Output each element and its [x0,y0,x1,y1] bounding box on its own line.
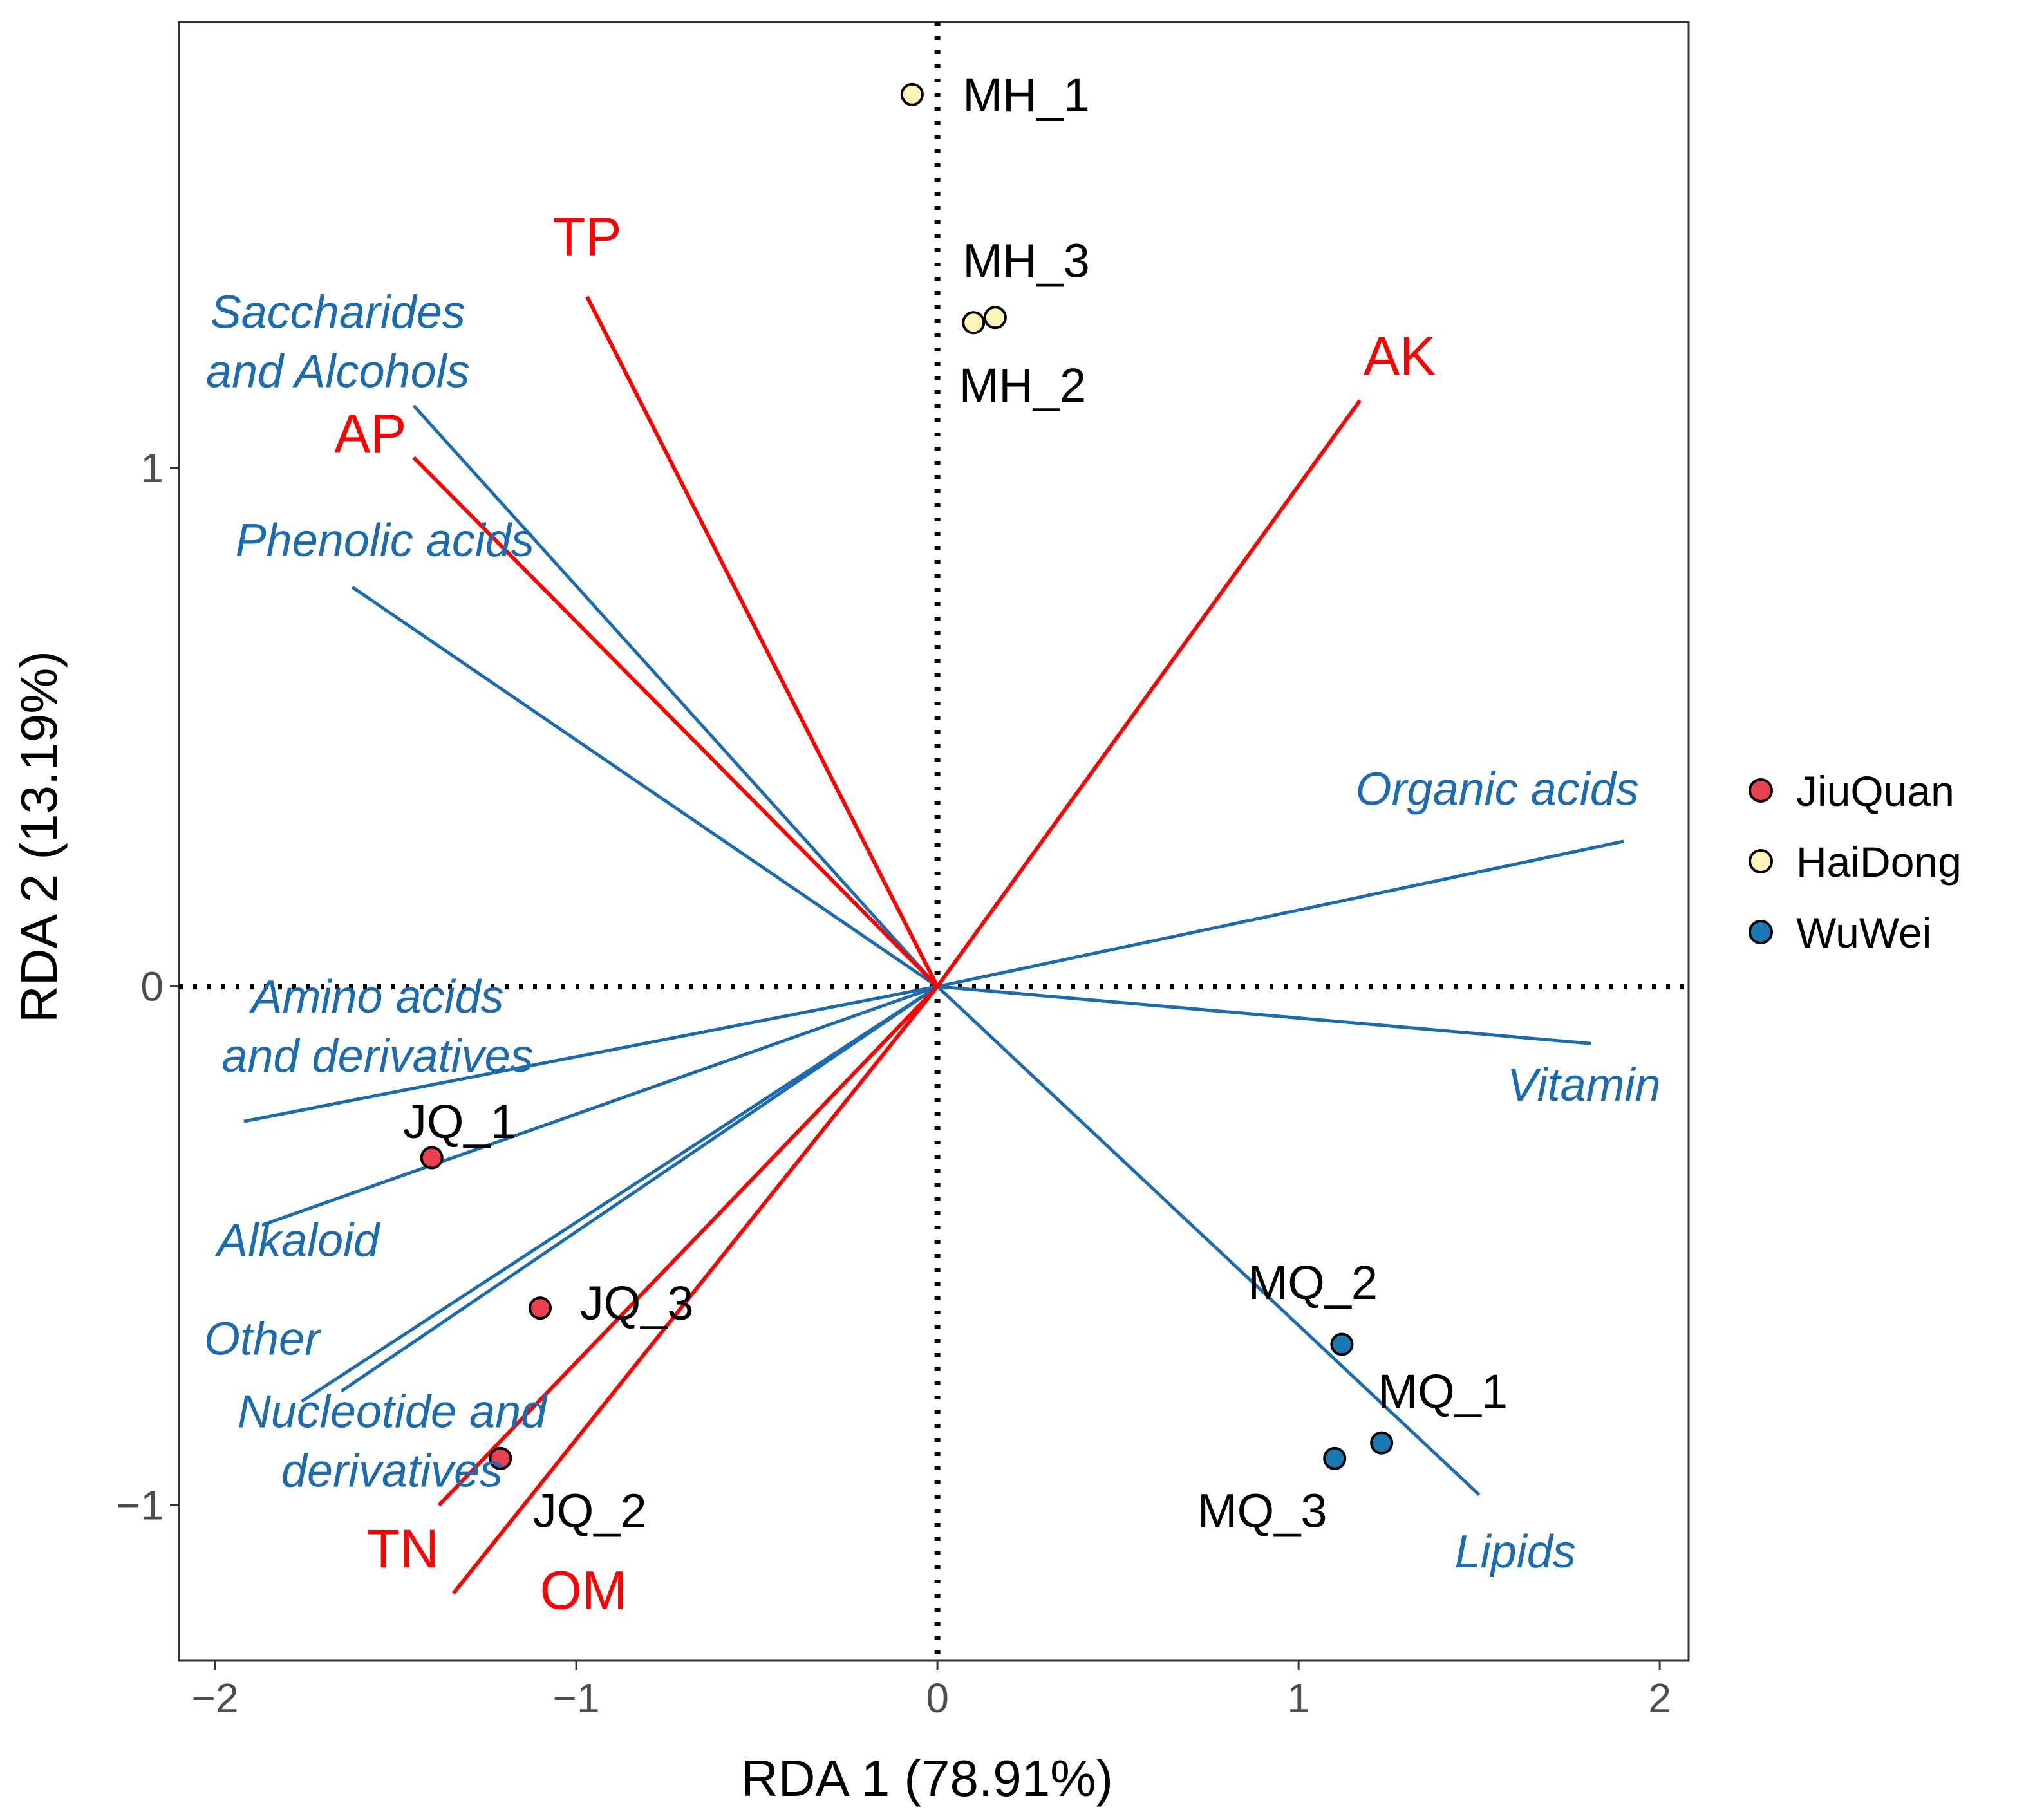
env-label-ap: AP [334,404,406,464]
sample-label-mh-2: MH_2 [959,359,1086,412]
sample-point-jq-2 [489,1446,512,1470]
y-tick-label: 0 [140,964,164,1010]
env-label-tn: TN [367,1518,439,1579]
x-tick-label: 1 [1287,1675,1310,1721]
metabolite-label-line: Other [204,1314,322,1365]
env-label-tp: TP [552,207,621,267]
sample-label-mq-2: MQ_2 [1248,1256,1378,1309]
legend-label-haidong: HaiDong [1796,838,1962,886]
x-tick-label: 2 [1648,1675,1671,1721]
y-axis-title: RDA 2 (13.19%) [10,651,68,1023]
metabolite-label-line: Lipids [1455,1526,1576,1578]
metabolite-arrow-phenolic-acids [351,586,939,988]
x-axis-title: RDA 1 (78.91%) [741,1750,1113,1807]
env-arrow-ap [412,456,939,988]
axes: −2 −1 0 1 2 −1 0 1 [117,445,1671,1721]
metabolite-label-amino-acids-and-derivatives: Amino acids and derivatives [221,971,533,1082]
env-arrow-tp [585,295,939,987]
y-tick-label: −1 [117,1482,164,1528]
metabolite-label-phenolic-acids: Phenolic acids [236,515,534,566]
metabolite-label-organic-acids: Organic acids [1356,764,1639,816]
legend-label-jiuquan: JiuQuan [1796,767,1955,815]
metabolite-label-vitamin: Vitamin [1507,1060,1661,1111]
env-arrow-om [452,985,939,1595]
metabolite-arrow-saccharides-and-alcohols [412,404,939,988]
metabolite-arrow-alkaloid [261,985,938,1227]
plot-labels: Saccharides and Alcohols Phenolic acids Org… [204,68,1661,1621]
sample-point-mq-1 [1370,1431,1394,1455]
env-label-ak: AK [1364,326,1436,386]
sample-label-mq-3: MQ_3 [1197,1484,1327,1537]
x-tick-label: −1 [553,1675,600,1721]
metabolite-label-line: Vitamin [1507,1060,1661,1111]
metabolite-label-line: Saccharides [211,286,465,338]
sample-label-jq-2: JQ_2 [533,1484,647,1537]
sample-point-mh-2 [962,311,986,335]
metabolite-arrow-amino-acids-and-derivatives [243,985,938,1123]
metabolite-label-line: and derivatives [221,1031,533,1082]
metabolite-label-alkaloid: Alkaloid [214,1215,380,1267]
legend-swatch-wuwei [1749,920,1773,944]
metabolite-label-line: Alkaloid [214,1215,380,1267]
env-arrow-tn [437,985,939,1507]
metabolite-label-line: derivatives [281,1445,503,1497]
panel-border [178,21,1690,1662]
env-label-om: OM [540,1560,627,1620]
y-tick-label: 1 [140,445,164,491]
metabolite-vectors [243,404,1624,1497]
metabolite-arrow-nucleotide-and-derivatives [341,985,939,1393]
metabolite-label-other: Other [204,1314,322,1365]
environment-vectors [412,295,1362,1595]
sample-label-jq-1: JQ_1 [403,1095,517,1148]
metabolite-label-line: Phenolic acids [236,515,534,566]
metabolite-label-line: and Alcohols [206,346,470,397]
sample-point-mh-1 [900,82,924,106]
metabolite-arrow-other [301,985,939,1403]
sample-point-mq-3 [1323,1446,1347,1470]
metabolite-label-saccharides-and-alcohols: Saccharides and Alcohols [206,286,470,397]
x-tick-label: 0 [926,1675,949,1721]
sample-label-mh-1: MH_1 [962,68,1089,122]
sample-label-jq-3: JQ_3 [580,1276,694,1330]
legend-swatch-haidong [1749,849,1773,873]
sample-label-mq-1: MQ_1 [1378,1365,1508,1418]
sample-points [420,82,1394,1470]
metabolite-label-line: Amino acids [248,971,503,1023]
legend-label-wuwei: WuWei [1796,909,1931,957]
x-tick-label: −2 [192,1675,239,1721]
sample-point-mh-3 [983,306,1007,330]
metabolite-label-line: Organic acids [1356,764,1639,816]
metabolite-arrow-lipids [936,985,1481,1497]
env-arrow-ak [935,399,1362,988]
metabolite-arrow-organic-acids [937,839,1624,989]
metabolite-arrow-vitamin [937,985,1592,1045]
sample-label-mh-3: MH_3 [962,234,1089,288]
legend: JiuQuan HaiDong WuWei [1749,767,1962,957]
metabolite-label-nucleotide-and-derivatives: Nucleotide and derivatives [238,1386,548,1497]
metabolite-label-lipids: Lipids [1455,1526,1576,1578]
sample-point-jq-3 [529,1296,552,1320]
sample-point-mq-2 [1330,1332,1354,1356]
metabolite-label-line: Nucleotide and [238,1386,548,1437]
legend-swatch-jiuquan [1749,778,1773,803]
sample-point-jq-1 [420,1146,444,1170]
